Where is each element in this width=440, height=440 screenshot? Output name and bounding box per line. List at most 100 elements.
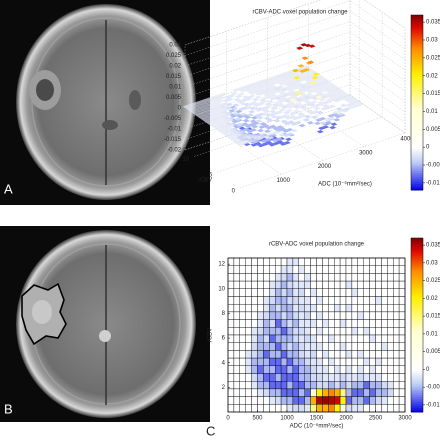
surface-cell	[244, 97, 252, 101]
surface-cell	[286, 88, 294, 92]
surface-cell	[277, 115, 285, 120]
surface-cell	[306, 101, 314, 106]
surface-cell	[236, 100, 244, 104]
heatmap-cell	[334, 288, 341, 297]
surface-cell	[209, 119, 217, 123]
heatmap-cell	[269, 357, 276, 367]
heatmap-cell	[251, 257, 258, 266]
heatmap-cell	[269, 373, 276, 382]
heatmap-cell	[269, 273, 276, 282]
heatmap-cell	[339, 373, 347, 382]
surface-cell	[250, 101, 258, 105]
heatmap-cell	[328, 373, 335, 382]
grid-line	[349, 52, 406, 92]
surface-cell	[207, 105, 215, 109]
heatmap-cell	[239, 388, 246, 397]
heatmap-cell	[245, 404, 252, 413]
heatmap-cell	[245, 357, 252, 367]
heatmap-cell	[398, 381, 406, 390]
colorbar-slice	[411, 89, 423, 93]
heatmap-cell	[251, 288, 258, 297]
surface-cell	[272, 95, 280, 99]
colorbar-slice	[411, 242, 423, 246]
colorbar-slice	[411, 394, 423, 398]
heatmap-cell	[257, 404, 264, 413]
surface-cell	[268, 143, 276, 147]
colorbar-slice	[411, 58, 423, 62]
heatmap-cell	[280, 388, 288, 397]
surface-cell	[299, 114, 307, 118]
colorbar-slice	[411, 388, 423, 391]
heatmap-cell	[339, 388, 347, 397]
heatmap-cell	[257, 273, 264, 282]
heatmap-cell	[233, 365, 240, 374]
colorbar-slice	[411, 329, 423, 333]
surface-cell	[331, 93, 339, 97]
heatmap-cell	[345, 381, 353, 390]
surface-cell	[280, 119, 288, 124]
colorbar-slice	[411, 392, 423, 396]
heatmap-cell	[381, 311, 388, 320]
surface-cell	[276, 140, 284, 144]
heatmap-cell	[393, 365, 400, 374]
heatmap-cell	[292, 265, 299, 274]
heatmap-cell	[298, 273, 305, 282]
surface-cell	[251, 124, 259, 129]
surface-cell	[281, 72, 289, 76]
heatmap-cell	[292, 288, 299, 297]
surface-cell	[221, 127, 229, 131]
surface-cell	[220, 110, 228, 114]
surface-cell	[239, 102, 247, 106]
colorbar-slice	[411, 141, 423, 145]
heatmap-cell	[334, 404, 341, 413]
colorbar-tick-label: 0	[426, 367, 430, 373]
heatmap-cell	[257, 288, 264, 297]
surface-cell	[248, 83, 256, 87]
colorbar-slice	[411, 285, 423, 289]
surface-cell	[265, 126, 273, 130]
surface-cell	[346, 100, 354, 104]
heatmap-cell	[375, 342, 382, 351]
colorbar-slice	[411, 338, 423, 341]
surface-cell	[284, 82, 292, 87]
heatmap-cell	[387, 296, 394, 305]
surface-cell	[248, 122, 256, 127]
surface-cell	[278, 108, 286, 112]
surface-cell	[257, 88, 265, 93]
heatmap-cell	[263, 265, 270, 274]
surface-cell	[311, 88, 319, 92]
heatmap-cell	[322, 404, 329, 413]
heatmap-cell	[369, 357, 376, 367]
heatmap-cell	[275, 319, 282, 328]
surface-cell	[285, 137, 293, 141]
heatmap-cell	[310, 396, 317, 405]
heatmap-cell	[245, 381, 252, 390]
surface-cell	[292, 109, 300, 113]
surface-cell	[195, 100, 203, 105]
surface-cell	[277, 94, 284, 98]
heatmap-cell	[363, 365, 370, 374]
colorbar-slice	[411, 135, 423, 138]
colorbar-slice	[411, 71, 423, 75]
colorbar-slice	[411, 41, 423, 44]
surface-cell	[302, 73, 310, 78]
surface-cell	[295, 102, 303, 107]
heatmap-cell	[292, 296, 299, 305]
heatmap-cell	[381, 319, 388, 328]
surface-cell	[302, 94, 310, 98]
colorbar-slice	[411, 348, 423, 352]
x-tick-label: 0	[226, 416, 230, 422]
surface-cell	[207, 96, 215, 101]
colorbar-slice	[411, 346, 423, 350]
surface-cell	[241, 141, 249, 145]
heatmap-cell	[322, 357, 329, 367]
heatmap-cell	[275, 311, 282, 320]
surface-cell	[288, 72, 296, 76]
surface-cell	[222, 98, 230, 103]
surface-cell	[253, 114, 261, 118]
heatmap-cell	[263, 381, 270, 390]
colorbar-slice	[411, 157, 423, 160]
heatmap-cell	[269, 296, 276, 305]
surface-cell	[206, 100, 214, 104]
colorbar-tick-label: -0.01	[426, 402, 440, 408]
